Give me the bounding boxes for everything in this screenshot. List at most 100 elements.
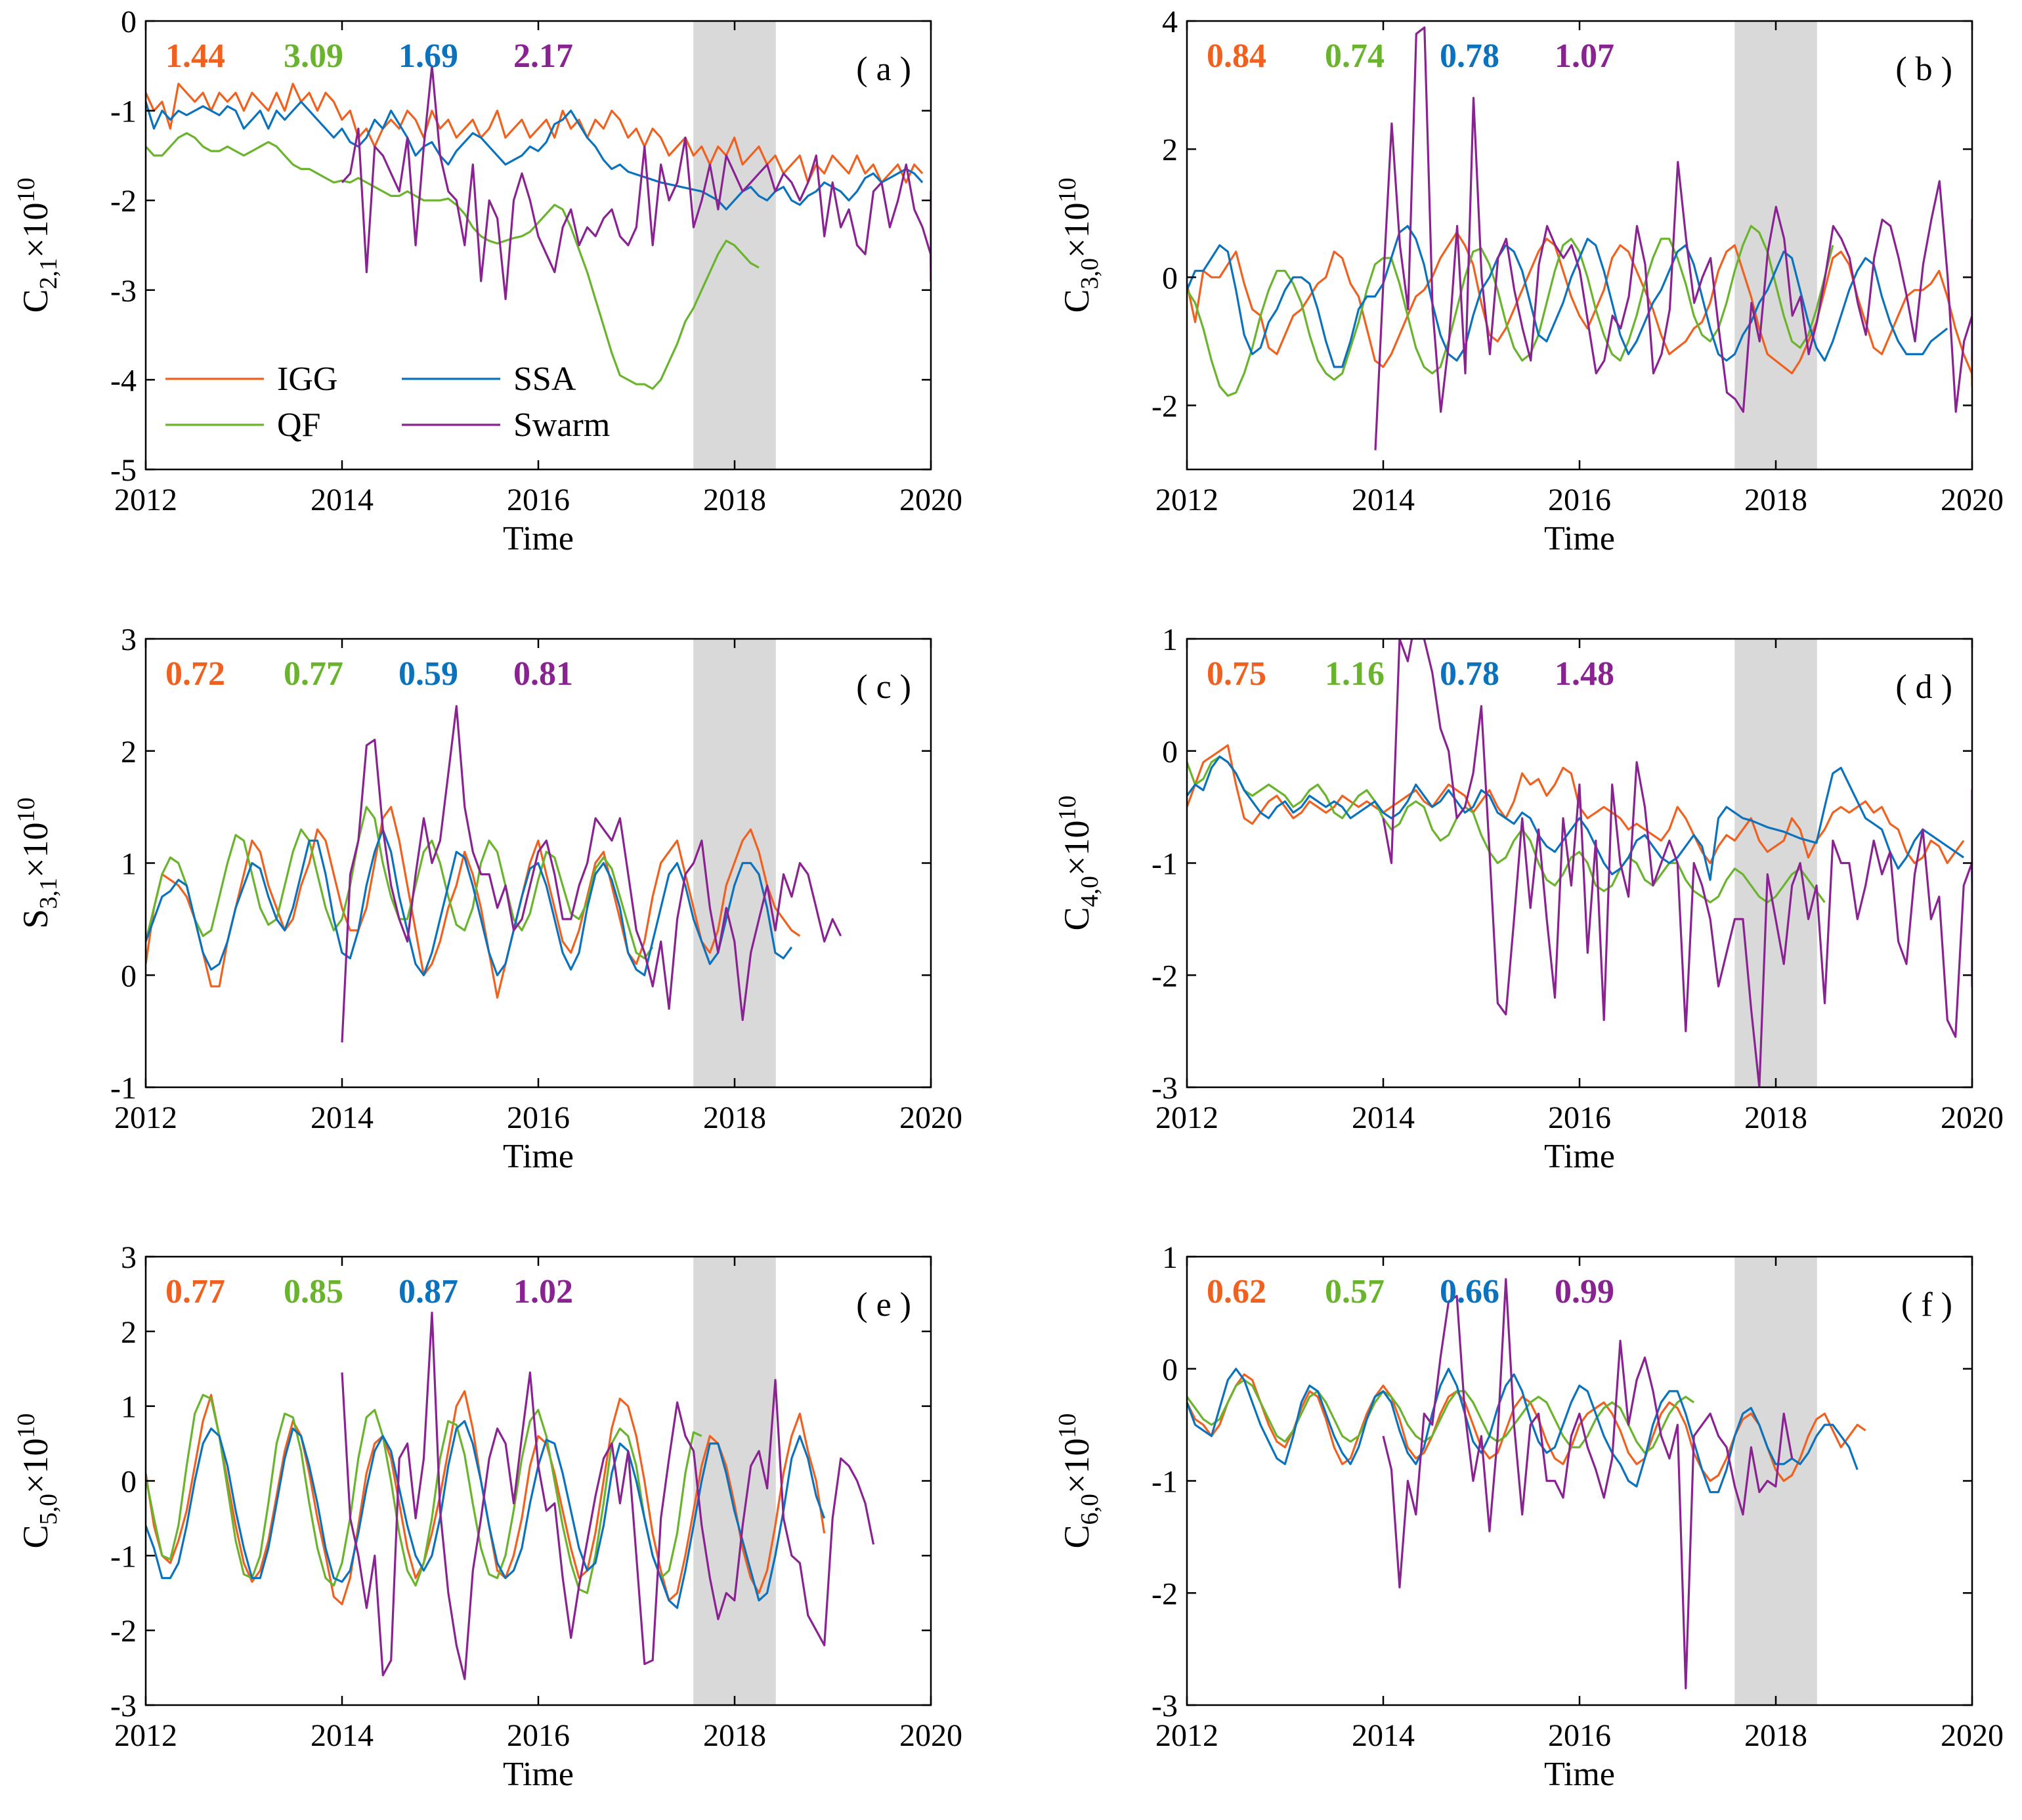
panel-b-label: ( b ) bbox=[1895, 51, 1952, 88]
panel-e-ytick-label: 2 bbox=[121, 1315, 137, 1350]
panel-a-axes-box bbox=[144, 20, 932, 471]
panel-f-xtick-label: 2018 bbox=[1744, 1718, 1807, 1753]
panel-f-stat-ssa: 0.66 bbox=[1440, 1273, 1499, 1311]
panel-b-stat-swarm: 1.07 bbox=[1555, 37, 1614, 75]
panel-f-ytick-label: -1 bbox=[1151, 1465, 1178, 1500]
panel-b-ytick-label: 0 bbox=[1162, 261, 1178, 295]
panel-d-ylabel-sub: 4,0 bbox=[1076, 876, 1104, 907]
panel-d-series-group bbox=[1187, 639, 1972, 1087]
panel-a-line-qf bbox=[146, 132, 760, 390]
panel-b-axes-box bbox=[1186, 20, 1973, 471]
panel-b-ytick-label: 2 bbox=[1162, 133, 1178, 167]
panel-d-xtick-label: 2020 bbox=[1941, 1100, 2004, 1135]
panel-a-stat-igg: 1.44 bbox=[165, 37, 225, 75]
panel-d-ytick-label: -2 bbox=[1151, 959, 1178, 993]
panel-d-label: ( d ) bbox=[1895, 668, 1952, 706]
panel-e-ylabel-exp: 10 bbox=[12, 1414, 40, 1439]
panel-d-line-qf bbox=[1187, 755, 1826, 903]
panel-b-ylabel-exp: 10 bbox=[1054, 178, 1081, 203]
panel-e-shaded-period bbox=[693, 1257, 776, 1705]
panel-e-xtick-label: 2012 bbox=[114, 1718, 177, 1753]
panel-c-ylabel-suffix: ×10 bbox=[16, 822, 55, 877]
panel-e-stat-swarm: 1.02 bbox=[513, 1273, 573, 1311]
panel-d-line-ssa bbox=[1187, 755, 1965, 881]
panel-a-stat-ssa: 1.69 bbox=[398, 37, 458, 75]
panel-f-xtick-label: 2012 bbox=[1155, 1718, 1218, 1753]
panel-f-xtick-label: 2014 bbox=[1352, 1718, 1415, 1753]
panel-b-stat-qf: 0.74 bbox=[1325, 37, 1385, 75]
panel-e-ytick-label: -3 bbox=[110, 1689, 137, 1723]
panel-e: ( e ) C5,0×1010 Time 2012 2014 2016 2018 202… bbox=[12, 1240, 962, 1793]
panel-d: ( d ) C4,0×1010 Time 2012 2014 2016 2018 202… bbox=[1054, 622, 2004, 1175]
panel-f-stat-qf: 0.57 bbox=[1325, 1273, 1385, 1311]
panel-d-ytick-label: -3 bbox=[1151, 1071, 1178, 1106]
panel-a-ytick-label: 0 bbox=[121, 5, 137, 39]
panel-c-ytick-label: 3 bbox=[121, 622, 137, 657]
panel-f-label: ( f ) bbox=[1901, 1286, 1952, 1324]
panel-c-ylabel-main: S bbox=[16, 909, 55, 928]
panel-f-ytick-label: 0 bbox=[1162, 1353, 1178, 1387]
panel-a-xtick-label: 2020 bbox=[899, 483, 962, 517]
panel-a-ytick-label: -3 bbox=[110, 274, 137, 309]
legend-label-igg: IGG bbox=[277, 360, 337, 398]
panel-d-stat-swarm: 1.48 bbox=[1555, 655, 1614, 693]
panel-b: ( b ) C3,0×1010 Time 2012 2014 2016 2018 202… bbox=[1054, 5, 2004, 557]
panel-c-stat-ssa: 0.59 bbox=[398, 655, 458, 693]
panel-a-xtick-label: 2018 bbox=[703, 483, 766, 517]
panel-c-xtick-label: 2020 bbox=[899, 1100, 962, 1135]
panel-b-ylabel-suffix: ×10 bbox=[1057, 203, 1096, 258]
panel-d-shaded-period bbox=[1734, 639, 1817, 1087]
panel-d-stat-ssa: 0.78 bbox=[1440, 655, 1499, 693]
panel-e-label: ( e ) bbox=[856, 1286, 911, 1324]
panel-e-ytick-label: -2 bbox=[110, 1614, 137, 1649]
panel-f-axes-box bbox=[1186, 1255, 1973, 1706]
panel-b-line-ssa bbox=[1187, 225, 1948, 368]
panel-c-stat-igg: 0.72 bbox=[165, 655, 225, 693]
panel-f-line-ssa bbox=[1187, 1368, 1859, 1494]
panel-e-ytick-label: 0 bbox=[121, 1465, 137, 1500]
panel-f-ylabel-sub: 6,0 bbox=[1076, 1494, 1104, 1525]
panel-f-line-qf bbox=[1187, 1379, 1695, 1454]
panel-c-xtick-label: 2014 bbox=[311, 1100, 374, 1135]
panel-a-ylabel-main: C bbox=[16, 289, 55, 313]
panel-a-line-igg bbox=[146, 82, 924, 184]
panel-e-ylabel-sub: 5,0 bbox=[35, 1494, 62, 1525]
panel-b-ylabel: C3,0×1010 bbox=[1054, 178, 1104, 313]
panel-f-stat-igg: 0.62 bbox=[1207, 1273, 1266, 1311]
panel-c-label: ( c ) bbox=[856, 668, 911, 706]
panel-f-ytick-label: 1 bbox=[1162, 1240, 1178, 1275]
panel-f-ylabel-exp: 10 bbox=[1054, 1414, 1081, 1439]
panel-e-line-qf bbox=[146, 1394, 702, 1594]
panel-e-xtick-label: 2016 bbox=[507, 1718, 570, 1753]
panel-e-xlabel: Time bbox=[503, 1756, 574, 1793]
panel-d-stat-qf: 1.16 bbox=[1325, 655, 1385, 693]
panel-a: ( a ) C2,1×1010 Time 2012 2014 2016 2018 202… bbox=[12, 5, 962, 557]
panel-e-line-swarm bbox=[341, 1311, 875, 1680]
panel-a-ytick-label: -1 bbox=[110, 95, 137, 129]
panel-c-stat-swarm: 0.81 bbox=[513, 655, 573, 693]
panel-f-ylabel-suffix: ×10 bbox=[1057, 1439, 1096, 1494]
panel-c-xtick-label: 2018 bbox=[703, 1100, 766, 1135]
panel-d-xtick-label: 2018 bbox=[1744, 1100, 1807, 1135]
panel-e-ylabel: C5,0×1010 bbox=[12, 1414, 62, 1549]
panel-d-ylabel-suffix: ×10 bbox=[1057, 821, 1096, 876]
panel-c-ytick-label: -1 bbox=[110, 1071, 137, 1106]
panel-c-ylabel-sub: 3,1 bbox=[35, 878, 62, 909]
panel-d-ylabel: C4,0×1010 bbox=[1054, 796, 1104, 931]
panel-a-ytick-label: -4 bbox=[110, 363, 137, 398]
panel-e-xtick-label: 2020 bbox=[899, 1718, 962, 1753]
panel-d-ytick-label: 0 bbox=[1162, 735, 1178, 769]
panel-e-series-group bbox=[146, 1311, 875, 1680]
panel-a-stat-qf: 3.09 bbox=[284, 37, 343, 75]
panel-e-ytick-label: -1 bbox=[110, 1539, 137, 1574]
panel-c-series-group bbox=[146, 704, 842, 1043]
panel-b-stat-ssa: 0.78 bbox=[1440, 37, 1499, 75]
panel-f-series-group bbox=[1187, 1278, 1866, 1689]
panel-f-ylabel-main: C bbox=[1057, 1525, 1096, 1548]
panel-d-line-igg bbox=[1187, 744, 1965, 865]
panel-c-ytick-label: 2 bbox=[121, 735, 137, 769]
panel-e-xtick-label: 2014 bbox=[311, 1718, 374, 1753]
panel-b-line-swarm bbox=[1374, 26, 1972, 450]
panel-b-ylabel-sub: 3,0 bbox=[1076, 258, 1104, 290]
